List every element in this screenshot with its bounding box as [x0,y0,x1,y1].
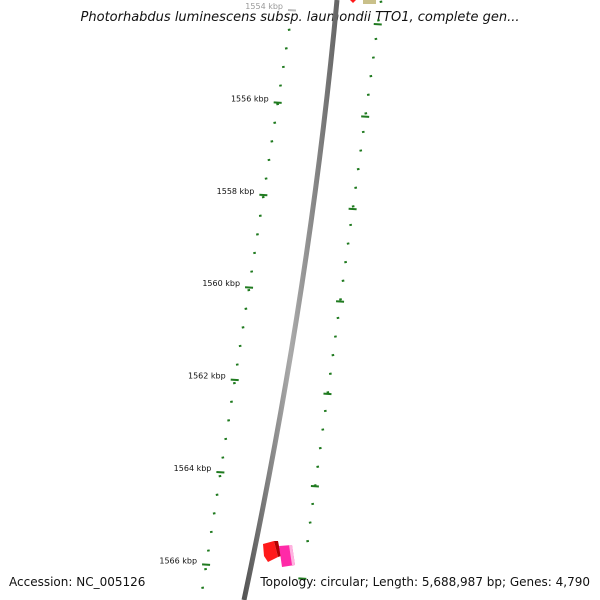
scale-labels: 1554 kbp 1556 kbp 1558 kbp 1560 kbp 1562 kbp… [159,2,283,565]
genome-summary: Topology: circular; Length: 5,688,987 bp… [260,575,590,589]
minor-tick [369,74,373,78]
minor-tick [276,102,280,106]
major-tick [287,9,297,12]
major-tick [273,101,282,104]
scale-label: 1558 kbp [217,187,255,196]
gene-feature-red[interactable] [263,541,278,562]
major-tick [361,115,370,118]
minor-tick [270,140,274,143]
minor-tick [308,521,312,524]
minor-tick [328,372,332,375]
minor-tick [258,214,262,217]
major-tick [373,23,382,26]
minor-tick [349,223,353,227]
minor-tick [344,260,348,264]
minor-tick [359,149,363,152]
minor-tick [264,177,268,180]
accession-label: Accession: NC_005126 [9,575,146,589]
minor-tick [227,419,231,422]
gene-feature-magenta-highlight [289,545,295,565]
minor-tick [224,437,228,441]
minor-tick [281,65,285,69]
minor-tick [364,112,368,115]
left-tick-track [201,9,297,589]
minor-tick [215,493,219,496]
minor-tick [341,279,345,282]
minor-tick [230,400,233,403]
minor-tick [218,474,222,478]
minor-tick [316,465,320,468]
minor-tick [374,37,378,41]
minor-tick [377,19,380,22]
minor-tick [279,84,282,87]
minor-tick [232,381,236,385]
major-tick [298,577,307,580]
minor-tick [241,326,245,329]
scale-label: 1566 kbp [159,556,197,565]
minor-tick [346,242,350,245]
minor-tick [326,391,330,394]
minor-tick [331,353,335,357]
minor-tick [212,512,216,515]
minor-tick [336,316,340,320]
scale-label: 1560 kbp [202,279,240,288]
backbone-ring [241,0,340,600]
scale-label: 1564 kbp [174,464,212,473]
minor-tick [321,428,325,431]
minor-tick [356,167,360,171]
minor-tick [261,195,265,199]
major-tick [244,286,254,289]
minor-tick [323,409,327,413]
major-tick [216,471,225,474]
minor-tick [244,307,248,310]
minor-tick [247,288,251,292]
minor-tick [253,251,257,255]
gene-feature-red-top[interactable] [350,0,356,3]
gene-feature-olive[interactable] [363,0,376,4]
scale-label: 1554 kbp [245,2,283,11]
major-tick [259,193,268,197]
minor-tick [284,47,288,50]
major-tick [335,300,345,303]
minor-tick [318,446,322,450]
minor-tick [273,121,277,124]
map-title: Photorhabdus luminescens subsp. laumondi… [80,10,520,25]
minor-tick [339,298,342,301]
minor-tick [306,539,310,543]
major-tick [310,485,319,488]
minor-tick [379,0,383,3]
gene-feature-red-shade [274,541,281,557]
major-tick [348,207,357,211]
minor-tick [361,130,365,134]
minor-tick [351,205,355,208]
minor-tick [371,56,375,59]
minor-tick [250,270,254,273]
minor-tick [366,93,370,96]
major-tick [202,563,211,566]
scale-label: 1556 kbp [231,94,269,103]
minor-tick [287,28,291,31]
minor-tick [221,456,225,459]
minor-tick [333,335,337,338]
minor-tick [204,567,207,571]
minor-tick [267,158,271,162]
minor-tick [206,549,210,552]
minor-tick [201,586,205,589]
minor-tick [255,233,259,236]
major-tick [230,378,239,382]
minor-tick [311,502,315,506]
minor-tick [354,186,358,189]
right-tick-track [298,0,383,580]
minor-tick [235,363,239,366]
minor-tick [209,530,213,534]
scale-label: 1562 kbp [188,372,226,381]
major-tick [323,392,332,396]
minor-tick [238,344,242,348]
